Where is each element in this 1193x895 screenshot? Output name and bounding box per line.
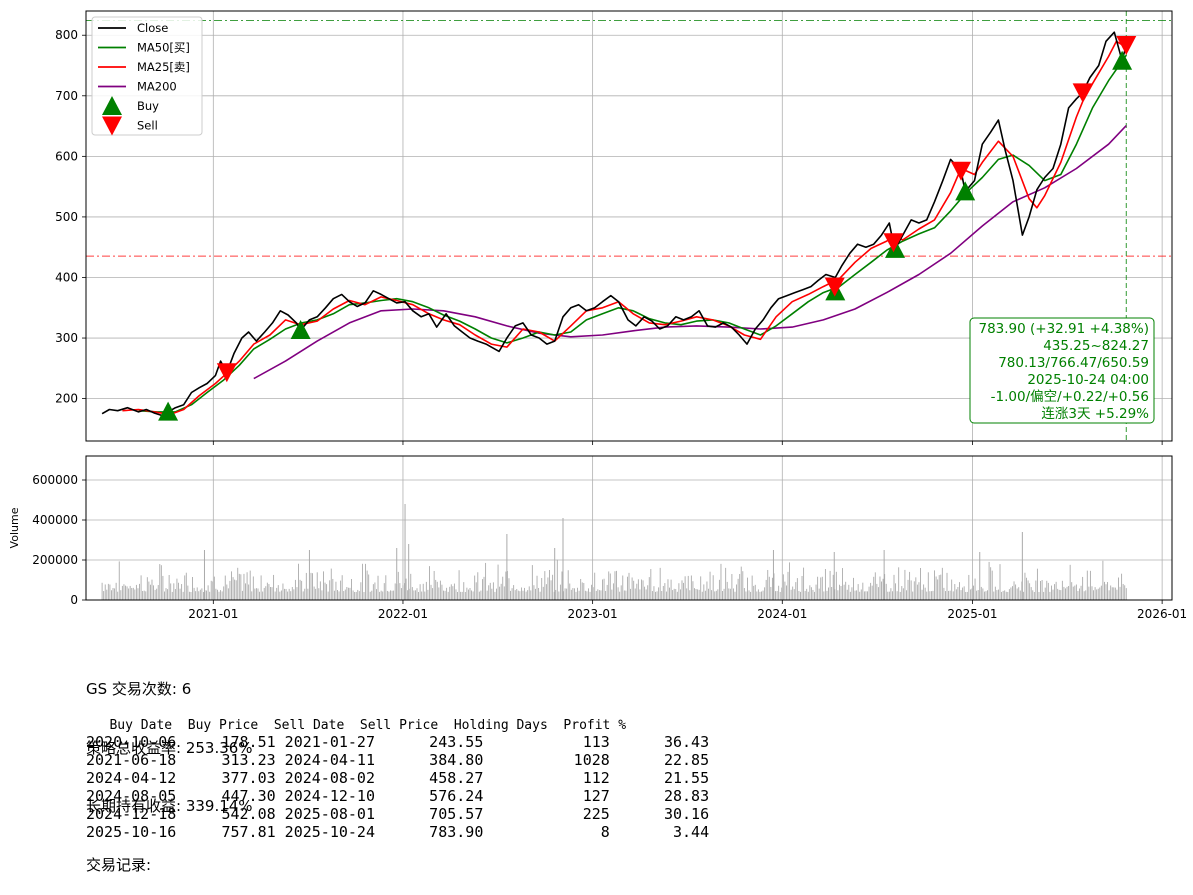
legend-label: Sell: [137, 119, 158, 133]
x-tick-label: 2021-01: [188, 607, 238, 621]
trade-table-header: Buy Date Buy Price Sell Date Sell Price …: [86, 718, 627, 733]
trade-row: 2024-04-12 377.03 2024-08-02 458.27 112 …: [86, 769, 710, 787]
buy-marker: [290, 320, 311, 340]
sell-marker: [1116, 35, 1137, 55]
strategy-return: 策略总收益率: 253.36%: [86, 738, 253, 757]
info-box-line: -1.00/偏空/+0.22/+0.56: [991, 389, 1149, 405]
buy-hold-return: 长期持有收益: 339.14%: [86, 797, 253, 815]
y-tick-label: 500: [55, 210, 78, 224]
x-tick-label: 2025-01: [947, 607, 997, 621]
legend-swatch: [102, 96, 122, 115]
series-line-ma25: [122, 40, 1127, 416]
legend-box: [91, 16, 203, 136]
y-tick-label: 300: [55, 331, 78, 345]
volume-axes-frame: [85, 455, 1173, 601]
series-line-ma200: [253, 124, 1127, 380]
trade-row: 2024-08-05 447.30 2024-12-10 576.24 127 …: [86, 787, 710, 805]
x-tick-label: 2022-01: [378, 607, 428, 621]
sell-marker: [951, 161, 972, 181]
trade-row: 2021-06-18 313.23 2024-04-11 384.80 1028…: [86, 751, 710, 769]
info-box-line: 2025-10-24 04:00: [1027, 372, 1149, 388]
sell-marker: [883, 233, 904, 253]
trade-row: 2020-10-06 178.51 2021-01-27 243.55 113 …: [86, 733, 710, 751]
x-tick-label: 2023-01: [568, 607, 618, 621]
y-tick-label: 200000: [32, 553, 78, 567]
y-tick-label: 400: [55, 270, 78, 284]
sell-marker: [824, 277, 845, 297]
buy-marker: [1112, 50, 1133, 70]
y-tick-label: 800: [55, 28, 78, 42]
legend-label: MA50[买]: [137, 41, 190, 55]
y-tick-label: 600: [55, 149, 78, 163]
buy-marker: [158, 401, 179, 421]
info-box-line: 783.90 (+32.91 +4.38%): [978, 321, 1149, 337]
summary-block: GS 交易次数: 6 策略总收益率: 253.36% 长期持有收益: 339.1…: [86, 641, 253, 895]
y-tick-label: 700: [55, 89, 78, 103]
info-box-line: 780.13/766.47/650.59: [998, 355, 1149, 371]
sell-marker: [216, 363, 237, 383]
volume-panel: 2021-01 2022-01 2023-01 2024-01 2025-01 2026-…: [8, 455, 1187, 621]
y-tick-label: 0: [70, 593, 78, 607]
y-tick-label: 600000: [32, 473, 78, 487]
price-panel: 200 300 400 500 600 700 800 Close MA50[买] MA25[卖]…: [55, 10, 1173, 445]
legend-label: Buy: [137, 99, 159, 113]
info-box-line: 435.25~824.27: [1043, 338, 1149, 354]
stock-chart: 200 300 400 500 600 700 800 Close MA50[买] MA25[卖]…: [8, 10, 1187, 621]
trade-count: GS 交易次数: 6: [86, 680, 192, 698]
y-tick-label: 200: [55, 392, 78, 406]
y-tick-label: 400000: [32, 513, 78, 527]
trade-row: 2024-12-18 542.08 2025-08-01 705.57 225 …: [86, 805, 710, 823]
info-box-line: 连涨3天 +5.29%: [1041, 406, 1149, 422]
volume-axis-label: Volume: [8, 507, 21, 548]
sell-marker: [1072, 83, 1093, 103]
buy-marker: [955, 181, 976, 201]
info-box: [969, 317, 1155, 424]
legend-label: Close: [137, 21, 168, 35]
legend: Close MA50[买] MA25[卖] MA200 Buy Sell: [91, 16, 203, 136]
legend-label: MA25[卖]: [137, 60, 190, 74]
legend-swatch: [102, 116, 122, 136]
legend-label: MA200: [137, 80, 177, 94]
x-tick-label: 2026-01: [1137, 607, 1187, 621]
trade-row: 2025-10-16 757.81 2025-10-24 783.90 8 3.…: [86, 823, 710, 841]
x-tick-label: 2024-01: [757, 607, 807, 621]
trade-table: Buy Date Buy Price Sell Date Sell Price …: [86, 718, 709, 841]
records-title: 交易记录:: [86, 855, 152, 874]
price-axes-frame: [85, 10, 1173, 442]
